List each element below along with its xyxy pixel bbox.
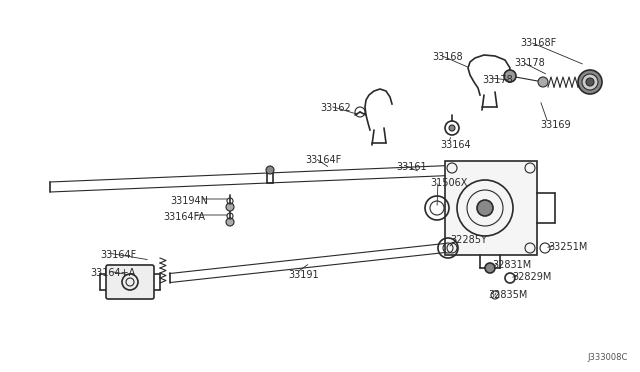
Text: 33164FA: 33164FA: [163, 212, 205, 222]
FancyBboxPatch shape: [106, 265, 154, 299]
Text: 33164+A: 33164+A: [90, 268, 135, 278]
Circle shape: [504, 70, 516, 82]
Circle shape: [477, 200, 493, 216]
Circle shape: [485, 263, 495, 273]
Circle shape: [226, 218, 234, 226]
Text: 33178: 33178: [514, 58, 545, 68]
Circle shape: [578, 70, 602, 94]
Text: 33162: 33162: [320, 103, 351, 113]
Text: 32835M: 32835M: [488, 290, 527, 300]
Text: 33168: 33168: [432, 52, 463, 62]
Text: 33169: 33169: [540, 120, 571, 130]
Text: 33164: 33164: [440, 140, 470, 150]
Text: 32285Y: 32285Y: [450, 235, 487, 245]
Text: 32829M: 32829M: [512, 272, 552, 282]
Text: 33164F: 33164F: [100, 250, 136, 260]
Text: 33168F: 33168F: [520, 38, 556, 48]
Text: 31506X: 31506X: [430, 178, 467, 188]
Circle shape: [226, 203, 234, 211]
Text: 33194N: 33194N: [170, 196, 208, 206]
Text: 33161: 33161: [396, 162, 427, 172]
Polygon shape: [445, 161, 537, 255]
Text: 33178: 33178: [482, 75, 513, 85]
Text: 33191: 33191: [288, 270, 319, 280]
Circle shape: [266, 166, 274, 174]
Circle shape: [582, 74, 598, 90]
Text: 33251M: 33251M: [548, 242, 588, 252]
Circle shape: [449, 125, 455, 131]
Text: 33164F: 33164F: [305, 155, 341, 165]
Text: J333008C: J333008C: [588, 353, 628, 362]
Circle shape: [586, 78, 594, 86]
Text: 32831M: 32831M: [492, 260, 531, 270]
Circle shape: [538, 77, 548, 87]
